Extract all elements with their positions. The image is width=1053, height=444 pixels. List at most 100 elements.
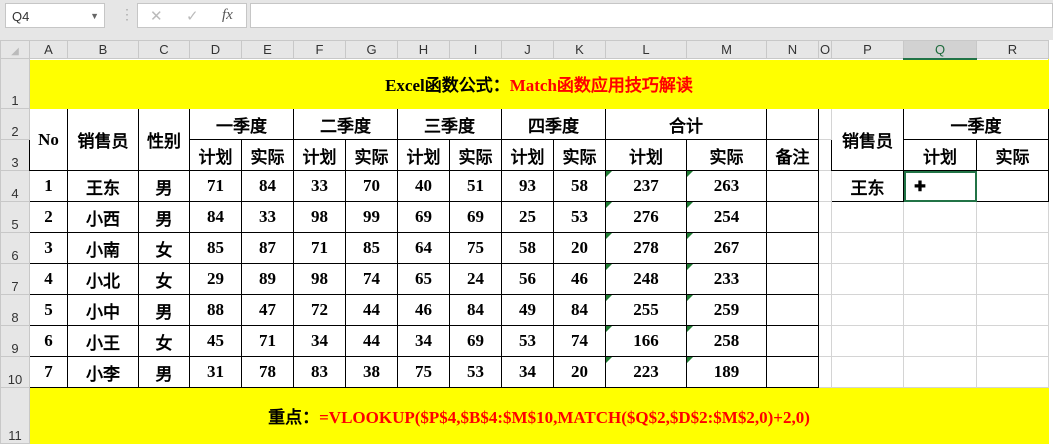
row-header-11[interactable]: 11 bbox=[0, 387, 30, 444]
data-cell[interactable]: 83 bbox=[293, 356, 346, 388]
cell[interactable] bbox=[903, 294, 977, 326]
cell[interactable] bbox=[903, 325, 977, 357]
data-cell[interactable]: 69 bbox=[449, 201, 502, 233]
data-cell[interactable]: 71 bbox=[293, 232, 346, 264]
note-cell[interactable] bbox=[766, 356, 819, 388]
data-cell[interactable]: 166 bbox=[605, 325, 687, 357]
cell[interactable] bbox=[976, 201, 1049, 233]
data-cell[interactable]: 20 bbox=[553, 356, 606, 388]
note-cell[interactable] bbox=[766, 263, 819, 295]
select-all-icon[interactable]: ◢ bbox=[11, 46, 19, 57]
data-cell[interactable]: 20 bbox=[553, 232, 606, 264]
data-cell[interactable]: 233 bbox=[686, 263, 767, 295]
data-cell[interactable]: 29 bbox=[189, 263, 242, 295]
cell[interactable] bbox=[818, 356, 832, 388]
cell[interactable] bbox=[831, 294, 904, 326]
cell[interactable] bbox=[976, 294, 1049, 326]
data-cell[interactable]: 89 bbox=[241, 263, 294, 295]
row-header-7[interactable]: 7 bbox=[0, 263, 30, 295]
data-cell[interactable]: 84 bbox=[241, 170, 294, 202]
cell[interactable] bbox=[818, 170, 832, 202]
name-box[interactable]: Q4 ▼ bbox=[5, 3, 105, 28]
column-header-F[interactable]: F bbox=[293, 40, 346, 59]
data-cell[interactable]: 64 bbox=[397, 232, 450, 264]
data-cell[interactable]: 3 bbox=[29, 232, 68, 264]
cell[interactable] bbox=[903, 232, 977, 264]
data-cell[interactable]: 44 bbox=[345, 325, 398, 357]
formula-input[interactable] bbox=[250, 3, 1053, 28]
data-cell[interactable]: 34 bbox=[293, 325, 346, 357]
data-cell[interactable]: 93 bbox=[501, 170, 554, 202]
row-header-6[interactable]: 6 bbox=[0, 232, 30, 264]
cell[interactable] bbox=[976, 263, 1049, 295]
data-cell[interactable]: 45 bbox=[189, 325, 242, 357]
data-cell[interactable]: 74 bbox=[553, 325, 606, 357]
data-cell[interactable]: 259 bbox=[686, 294, 767, 326]
data-cell[interactable]: 2 bbox=[29, 201, 68, 233]
cell[interactable] bbox=[818, 232, 832, 264]
cell[interactable] bbox=[976, 232, 1049, 264]
column-header-A[interactable]: A bbox=[29, 40, 68, 59]
data-cell[interactable]: 263 bbox=[686, 170, 767, 202]
data-cell[interactable]: 小北 bbox=[67, 263, 139, 295]
data-cell[interactable]: 72 bbox=[293, 294, 346, 326]
data-cell[interactable]: 267 bbox=[686, 232, 767, 264]
data-cell[interactable]: 34 bbox=[501, 356, 554, 388]
data-cell[interactable]: 小西 bbox=[67, 201, 139, 233]
data-cell[interactable]: 255 bbox=[605, 294, 687, 326]
data-cell[interactable]: 34 bbox=[397, 325, 450, 357]
lookup-actual-cell[interactable] bbox=[976, 170, 1049, 202]
data-cell[interactable]: 小中 bbox=[67, 294, 139, 326]
data-cell[interactable]: 33 bbox=[293, 170, 346, 202]
column-header-I[interactable]: I bbox=[449, 40, 502, 59]
data-cell[interactable]: 278 bbox=[605, 232, 687, 264]
data-cell[interactable]: 男 bbox=[138, 294, 190, 326]
data-cell[interactable]: 49 bbox=[501, 294, 554, 326]
data-cell[interactable]: 71 bbox=[241, 325, 294, 357]
data-cell[interactable]: 男 bbox=[138, 356, 190, 388]
data-cell[interactable]: 38 bbox=[345, 356, 398, 388]
data-cell[interactable]: 47 bbox=[241, 294, 294, 326]
column-header-J[interactable]: J bbox=[501, 40, 554, 59]
data-cell[interactable]: 6 bbox=[29, 325, 68, 357]
data-cell[interactable]: 84 bbox=[449, 294, 502, 326]
cell[interactable] bbox=[831, 263, 904, 295]
data-cell[interactable]: 189 bbox=[686, 356, 767, 388]
cell[interactable] bbox=[831, 232, 904, 264]
data-cell[interactable]: 98 bbox=[293, 263, 346, 295]
cancel-icon[interactable]: ✕ bbox=[150, 8, 163, 25]
data-cell[interactable]: 7 bbox=[29, 356, 68, 388]
data-cell[interactable]: 98 bbox=[293, 201, 346, 233]
data-cell[interactable]: 5 bbox=[29, 294, 68, 326]
row-header-1[interactable]: 1 bbox=[0, 58, 30, 109]
data-cell[interactable]: 小王 bbox=[67, 325, 139, 357]
data-cell[interactable]: 40 bbox=[397, 170, 450, 202]
note-cell[interactable] bbox=[766, 325, 819, 357]
column-header-B[interactable]: B bbox=[67, 40, 139, 59]
cell[interactable] bbox=[903, 356, 977, 388]
column-header-D[interactable]: D bbox=[189, 40, 242, 59]
row-header-2[interactable]: 2 bbox=[0, 108, 30, 140]
data-cell[interactable]: 女 bbox=[138, 325, 190, 357]
data-cell[interactable]: 女 bbox=[138, 263, 190, 295]
column-header-E[interactable]: E bbox=[241, 40, 294, 59]
column-header-N[interactable]: N bbox=[766, 40, 819, 59]
data-cell[interactable]: 小南 bbox=[67, 232, 139, 264]
chevron-down-icon[interactable]: ▼ bbox=[90, 11, 99, 21]
data-cell[interactable]: 53 bbox=[553, 201, 606, 233]
data-cell[interactable]: 25 bbox=[501, 201, 554, 233]
data-cell[interactable]: 53 bbox=[449, 356, 502, 388]
enter-icon[interactable]: ✓ bbox=[186, 8, 199, 25]
data-cell[interactable]: 王东 bbox=[67, 170, 139, 202]
row-header-5[interactable]: 5 bbox=[0, 201, 30, 233]
column-header-M[interactable]: M bbox=[686, 40, 767, 59]
note-cell[interactable] bbox=[766, 170, 819, 202]
data-cell[interactable]: 51 bbox=[449, 170, 502, 202]
row-header-3[interactable]: 3 bbox=[0, 139, 30, 171]
data-cell[interactable]: 44 bbox=[345, 294, 398, 326]
column-header-L[interactable]: L bbox=[605, 40, 687, 59]
data-cell[interactable]: 78 bbox=[241, 356, 294, 388]
data-cell[interactable]: 75 bbox=[449, 232, 502, 264]
note-cell[interactable] bbox=[766, 201, 819, 233]
data-cell[interactable]: 小李 bbox=[67, 356, 139, 388]
